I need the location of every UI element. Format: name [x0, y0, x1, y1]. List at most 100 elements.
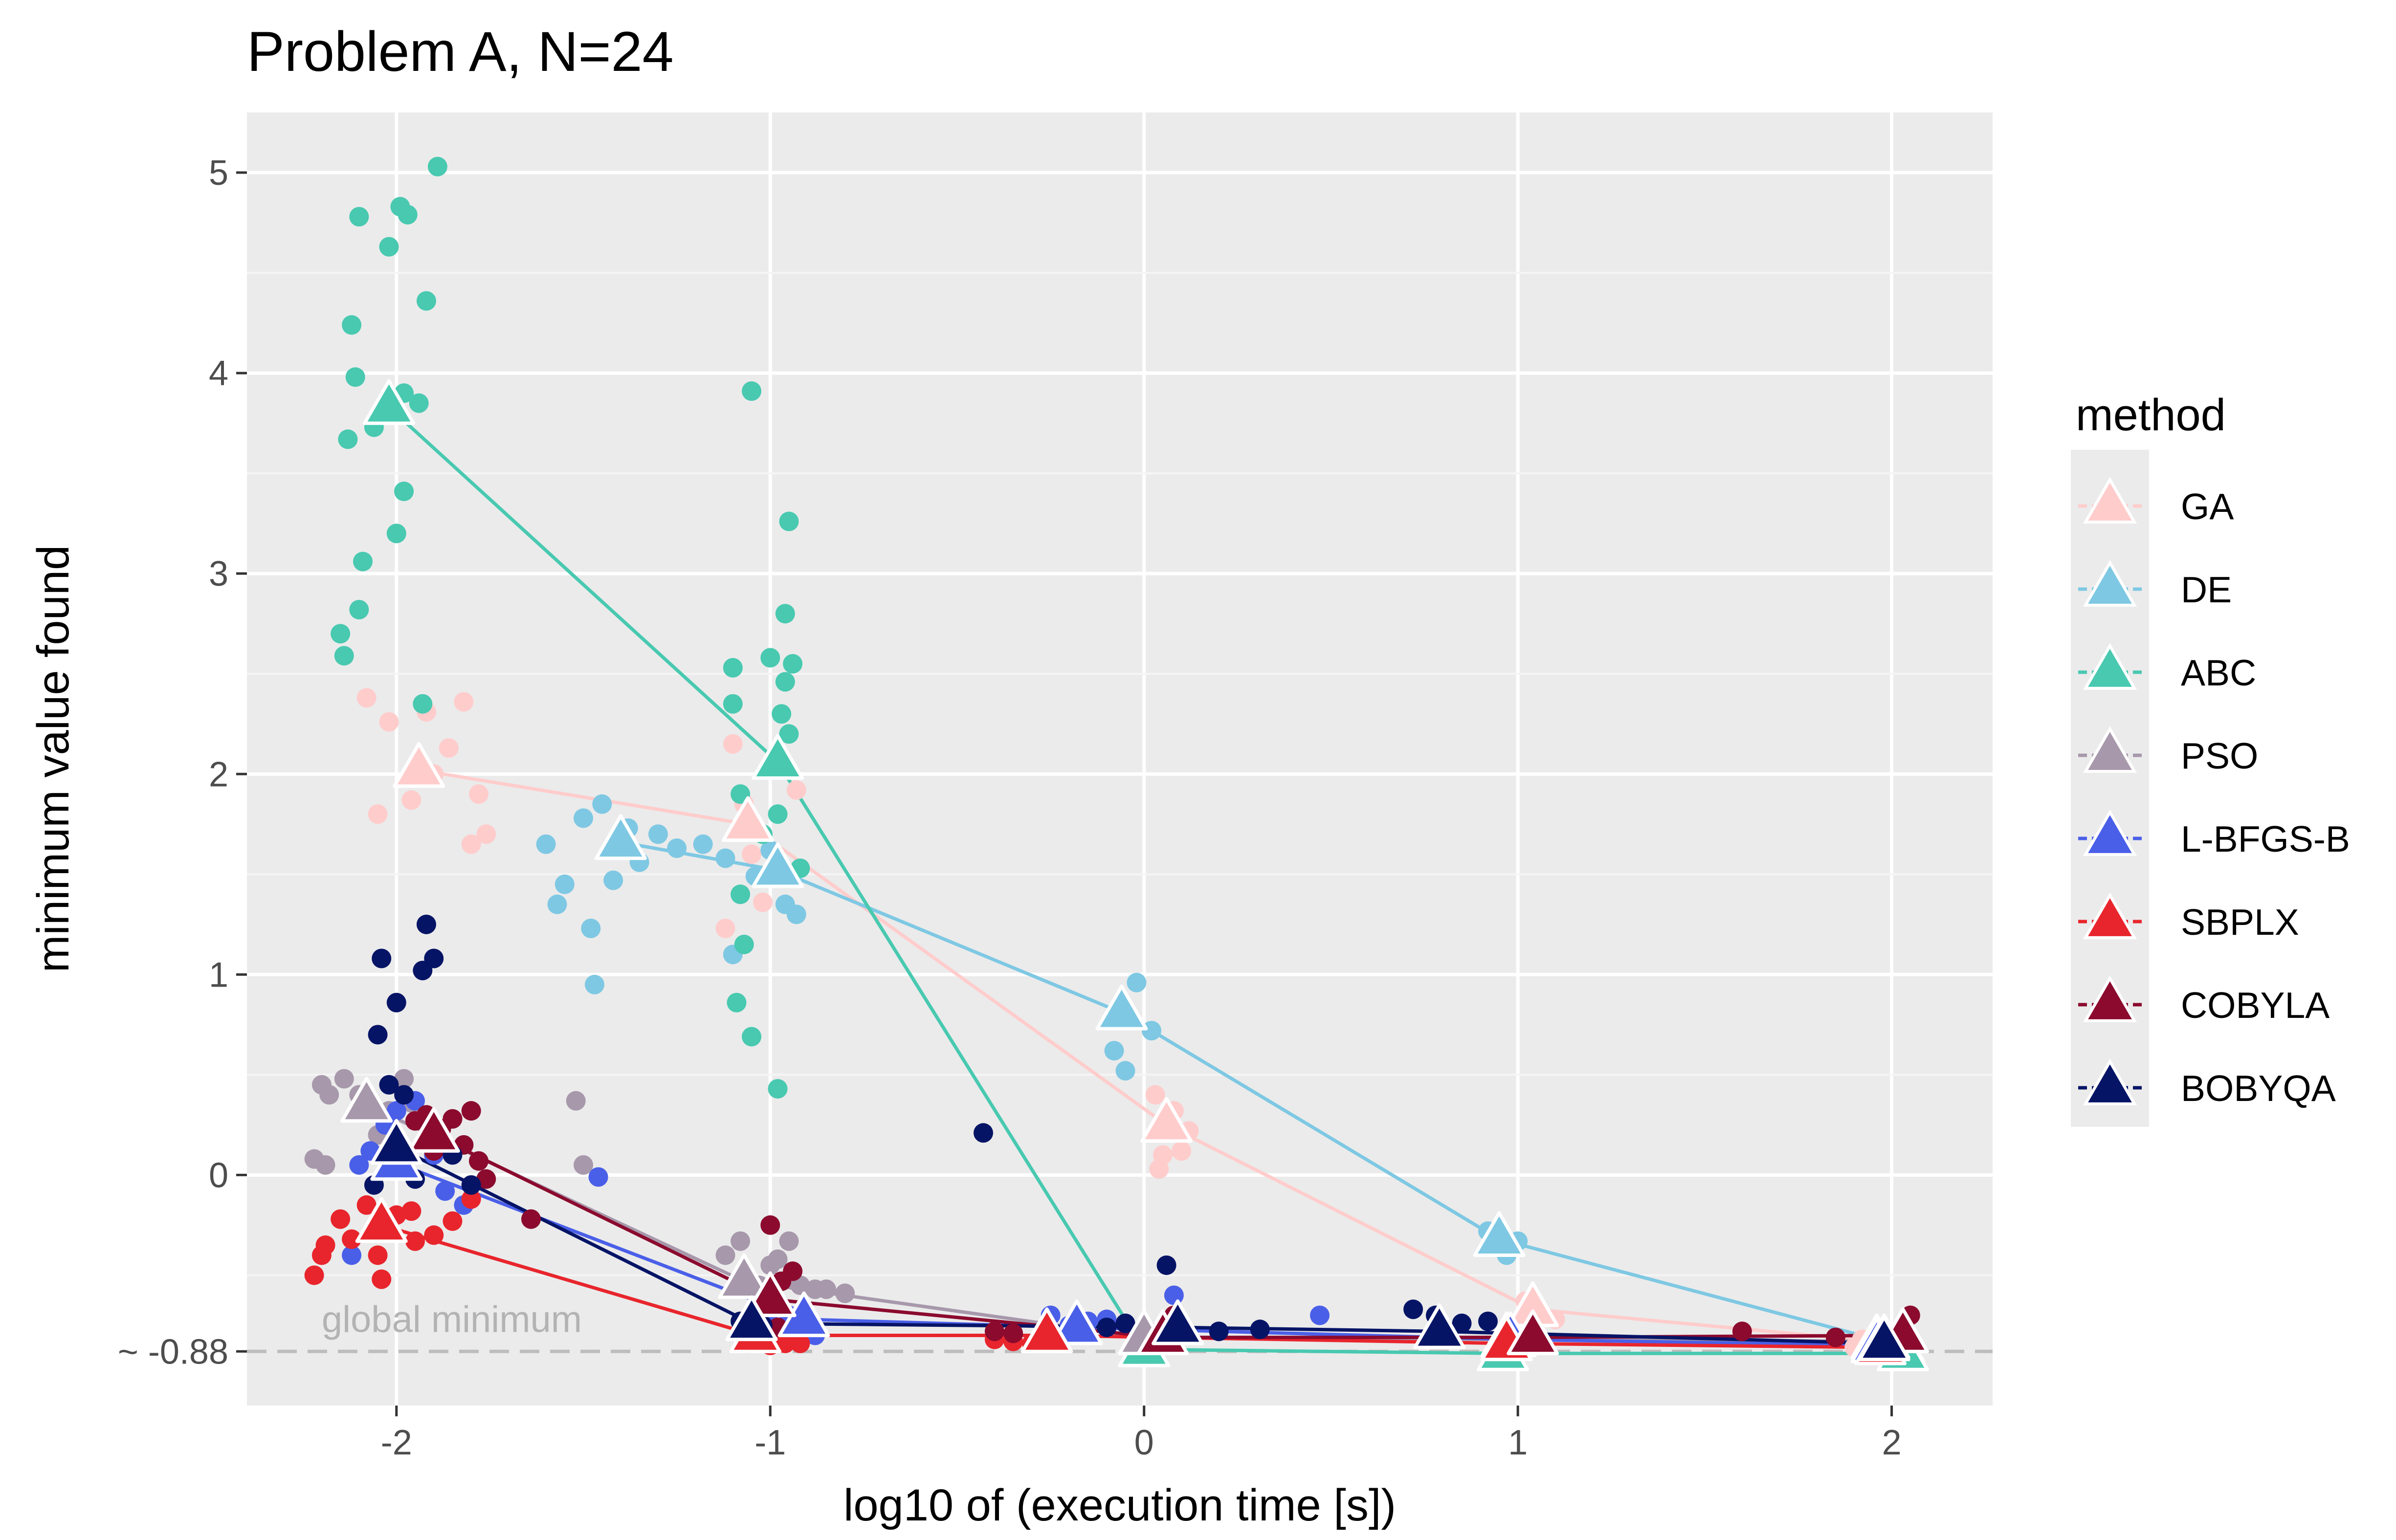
data-point-bobyqa [386, 992, 406, 1012]
x-tick-label: 0 [1134, 1423, 1154, 1462]
data-point-abc [345, 367, 365, 387]
data-point-ga [468, 784, 488, 804]
summary-marker-ga [1140, 1097, 1193, 1143]
data-point-sbplx [372, 1269, 392, 1289]
data-point-de [536, 834, 556, 854]
data-point-sbplx [311, 1245, 332, 1265]
legend-marker-de [2083, 560, 2137, 607]
data-point-sbplx [331, 1209, 351, 1229]
summary-marker-de [752, 842, 804, 888]
data-point-abc [775, 672, 795, 692]
data-point-ga [454, 692, 474, 712]
data-point-de [715, 848, 735, 868]
data-point-ga [715, 919, 735, 939]
data-point-abc [783, 654, 803, 674]
data-point-cobyla [783, 1261, 803, 1281]
y-tick-label: 2 [209, 755, 228, 794]
data-point-bobyqa [1115, 1313, 1135, 1333]
legend-item-sbplx: SBPLX [2078, 892, 2299, 943]
data-point-de [603, 870, 623, 890]
data-point-bobyqa [1452, 1313, 1472, 1333]
legend-marker-pso [2083, 726, 2137, 773]
y-tick-label: 1 [209, 955, 228, 994]
summary-marker-ga [393, 742, 445, 788]
x-axis-title: log10 of (execution time [s]) [843, 1480, 1396, 1530]
legend-marker-cobyla [2083, 975, 2137, 1022]
data-point-de [786, 904, 806, 924]
data-point-l-bfgs-b [1164, 1285, 1184, 1305]
data-point-l-bfgs-b [386, 1101, 406, 1121]
data-point-abc [386, 524, 406, 544]
data-point-abc [349, 599, 369, 619]
data-point-pso [319, 1085, 339, 1105]
data-point-ga [476, 824, 496, 844]
data-point-ga [368, 804, 388, 824]
x-tick-label: -2 [381, 1423, 412, 1462]
data-point-de [1115, 1061, 1135, 1081]
data-point-cobyla [1825, 1327, 1845, 1347]
legend-marker-bobyqa [2083, 1058, 2137, 1105]
data-point-ga [753, 892, 773, 912]
summary-marker-abc [752, 734, 804, 780]
y-axis-title: minimum value found [28, 545, 78, 972]
data-point-pso [816, 1279, 836, 1299]
chart-title: Problem A, N=24 [247, 21, 674, 83]
data-point-pso [731, 1231, 751, 1251]
legend-item-bobyqa: BOBYQA [2078, 1058, 2336, 1109]
summary-marker-sbplx [1021, 1307, 1073, 1353]
summary-marker-abc [362, 379, 415, 425]
summary-marker-bobyqa [725, 1295, 778, 1342]
data-point-abc [775, 604, 795, 624]
data-point-bobyqa [394, 1085, 414, 1105]
summary-marker-sbplx [355, 1197, 408, 1243]
data-point-cobyla [476, 1169, 496, 1189]
data-point-l-bfgs-b [588, 1167, 608, 1187]
data-point-de [584, 974, 604, 994]
legend-label-pso: PSO [2181, 735, 2258, 776]
grid [247, 112, 1993, 1406]
data-point-ga [723, 734, 743, 754]
legend-label-de: DE [2181, 569, 2232, 610]
data-point-sbplx [368, 1245, 388, 1265]
data-point-sbplx [304, 1265, 324, 1285]
data-point-ga [439, 738, 459, 758]
legend: method GA DE ABC PSO L-BFGS-B SBPLX COBYLA BOBY… [2071, 390, 2350, 1127]
legend-item-de: DE [2078, 560, 2232, 610]
data-point-abc [394, 482, 414, 502]
data-point-ga [461, 834, 481, 854]
data-point-abc [723, 658, 743, 678]
summary-marker-pso [340, 1077, 393, 1123]
data-point-pso [760, 1255, 780, 1275]
summary-marker-ga [721, 796, 774, 842]
data-point-pso [715, 1245, 735, 1265]
y-tick-label: 3 [209, 554, 228, 594]
legend-label-bobyqa: BOBYQA [2181, 1068, 2336, 1109]
data-point-abc [727, 992, 747, 1012]
data-point-bobyqa [1250, 1320, 1270, 1340]
data-point-abc [338, 429, 358, 449]
data-point-de [581, 919, 601, 939]
data-point-bobyqa [1478, 1311, 1498, 1331]
data-point-cobyla [760, 1215, 780, 1235]
y-tick-label: 5 [209, 154, 228, 193]
data-point-abc [409, 393, 429, 413]
data-point-abc [768, 804, 788, 824]
data-point-cobyla [468, 1151, 488, 1171]
summary-marker-bobyqa [1151, 1299, 1204, 1345]
data-point-sbplx [356, 1195, 377, 1215]
data-point-bobyqa [416, 914, 436, 934]
legend-item-pso: PSO [2078, 726, 2258, 776]
summary-marker-bobyqa [370, 1119, 423, 1165]
data-point-abc [427, 156, 447, 176]
reference-line-group: global minimum [247, 1298, 1993, 1353]
legend-label-abc: ABC [2181, 652, 2256, 693]
data-point-abc [379, 237, 399, 257]
legend-item-cobyla: COBYLA [2078, 975, 2329, 1026]
data-point-sbplx [405, 1231, 425, 1251]
data-point-cobyla [461, 1101, 481, 1121]
legend-key-background [2071, 450, 2149, 1127]
legend-item-abc: ABC [2078, 643, 2256, 693]
data-point-abc [416, 291, 436, 311]
data-point-pso [334, 1069, 354, 1089]
